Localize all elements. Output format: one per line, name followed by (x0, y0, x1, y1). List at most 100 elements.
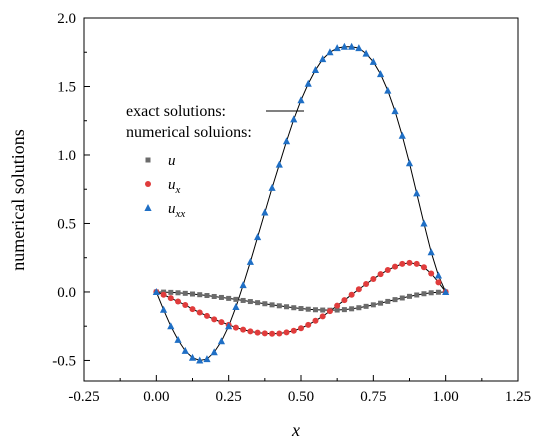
data-point-u (218, 294, 224, 300)
x-tick-label: 0.75 (360, 389, 386, 405)
data-point-u-xx (239, 281, 247, 289)
data-point-u (399, 295, 405, 301)
data-point-u (305, 306, 311, 312)
data-point-u (435, 289, 441, 295)
data-point-u-xx (348, 42, 356, 50)
data-point-u-xx (174, 335, 182, 343)
data-point-u-x (370, 275, 377, 282)
data-point-u-x (261, 330, 268, 337)
x-tick-label: 0.50 (288, 389, 314, 405)
data-point-u-xx (152, 287, 160, 295)
data-point-u (211, 293, 217, 299)
data-point-u-xx (427, 248, 435, 256)
data-point-u (291, 305, 297, 311)
data-point-u-x (290, 327, 297, 334)
x-axis-label: x (291, 420, 300, 440)
data-point-u (168, 289, 174, 295)
legend-marker-u-xx (144, 204, 152, 211)
legend-exact-label: exact solutions: (126, 103, 226, 120)
data-point-u-xx (181, 346, 189, 354)
legend-marker-u (145, 157, 151, 163)
data-point-u-xx (319, 55, 327, 63)
data-point-u-xx (362, 49, 370, 57)
data-point-u-x (298, 325, 304, 332)
data-point-u-x (392, 263, 399, 270)
data-point-u-x (232, 324, 239, 331)
data-point-u-x (240, 326, 247, 333)
data-point-u (240, 297, 246, 303)
data-point-u-x (377, 271, 384, 278)
data-point-u-xx (420, 219, 428, 227)
data-point-u-x (435, 279, 442, 286)
data-point-u-x (167, 295, 174, 302)
data-point-u (312, 307, 318, 313)
data-point-u (407, 293, 412, 299)
data-point-u (247, 299, 253, 305)
y-tick-label: -0.5 (52, 353, 76, 369)
data-point-u-x (348, 291, 355, 298)
legend-numerical-label: numerical soluions: (126, 124, 252, 141)
data-point-u (284, 304, 290, 310)
series-u-x-points (153, 259, 449, 337)
series-u-points (153, 289, 449, 313)
data-point-u (392, 297, 398, 303)
data-point-u-x (326, 308, 333, 315)
data-point-u-xx (405, 159, 414, 167)
y-axis-ticks: -0.5 0.0 0.5 1.0 1.5 2.0 (52, 11, 90, 369)
data-point-u-xx (232, 303, 240, 311)
data-point-u-xx (196, 356, 204, 364)
data-point-u (349, 306, 355, 312)
data-point-u-x (283, 329, 290, 336)
data-point-u-xx (304, 79, 312, 87)
data-point-u-x (341, 297, 348, 304)
x-tick-label: 0.00 (143, 389, 169, 405)
data-point-u (226, 295, 232, 301)
data-point-u-xx (210, 348, 218, 356)
y-tick-label: 1.0 (57, 148, 76, 164)
data-point-u-xx (369, 57, 377, 65)
y-axis-label: numerical solutions (8, 129, 28, 270)
data-point-u-xx (217, 337, 226, 345)
data-point-u-xx (355, 44, 363, 52)
data-point-u-x (334, 302, 341, 309)
data-point-u-x (160, 291, 167, 298)
data-point-u (298, 306, 304, 312)
data-point-u (341, 307, 347, 313)
data-point-u-xx (326, 48, 334, 56)
data-point-u-x (428, 270, 435, 277)
data-point-u-x (399, 260, 406, 267)
data-point-u (175, 290, 181, 296)
numerical-solution-markers (152, 42, 450, 364)
data-point-u-x (420, 264, 427, 271)
data-point-u-xx (275, 160, 283, 168)
data-point-u-x (211, 316, 218, 323)
y-tick-label: 0.5 (57, 216, 76, 232)
data-point-u-xx (188, 353, 197, 361)
data-point-u (370, 302, 376, 308)
data-point-u (204, 293, 210, 299)
data-point-u-x (413, 260, 420, 267)
data-point-u-x (406, 259, 413, 266)
data-point-u (320, 307, 326, 313)
data-point-u-x (305, 321, 312, 328)
data-point-u (421, 291, 427, 297)
data-point-u-xx (391, 107, 399, 115)
data-point-u-x (363, 281, 370, 288)
data-point-u (233, 296, 239, 302)
data-point-u-xx (261, 208, 269, 216)
data-point-u-x (269, 330, 276, 337)
data-point-u (385, 298, 391, 304)
data-point-u-xx (290, 115, 298, 123)
data-point-u (276, 303, 282, 309)
data-point-u-xx (254, 233, 262, 241)
y-tick-label: 0.0 (57, 285, 76, 301)
data-point-u-x (175, 298, 182, 305)
data-point-u-x (319, 313, 326, 320)
data-point-u-xx (225, 322, 233, 330)
data-point-u-xx (297, 96, 305, 104)
data-point-u-xx (311, 66, 320, 74)
data-point-u-xx (376, 70, 385, 78)
data-point-u (197, 292, 203, 298)
legend-items: u ux uxx (144, 153, 185, 220)
